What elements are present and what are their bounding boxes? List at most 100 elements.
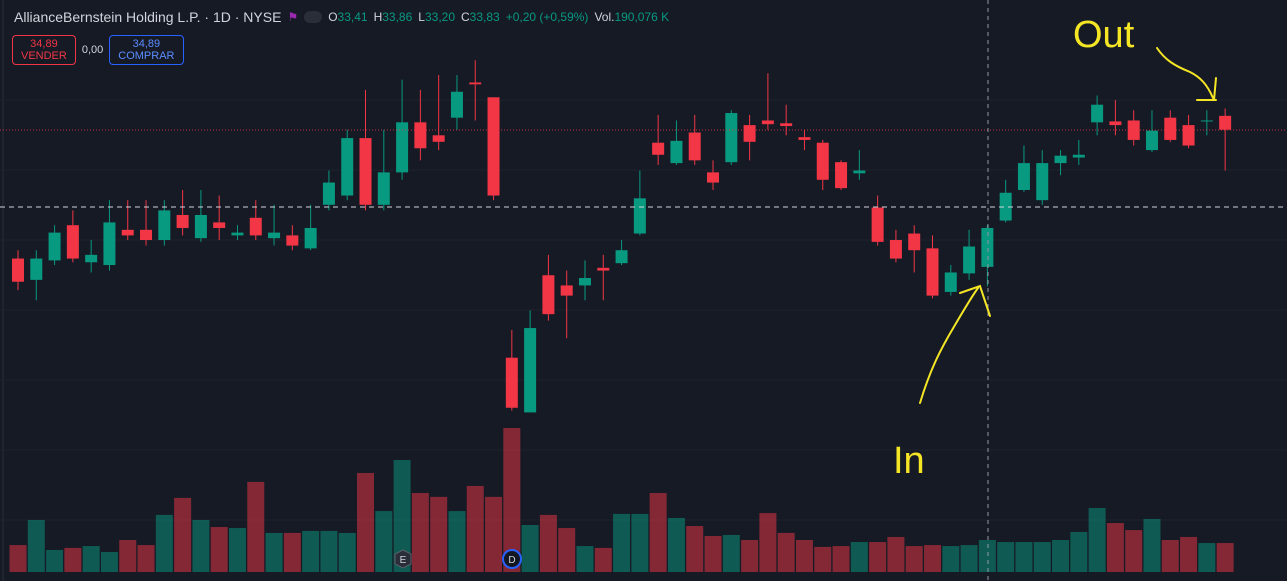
- volume-bar: [741, 540, 759, 572]
- volume-bar: [759, 513, 777, 572]
- candle-body: [396, 122, 409, 173]
- volume-value: 190,076 K: [614, 10, 670, 24]
- volume-bar: [521, 525, 539, 572]
- candle-body: [450, 91, 463, 118]
- volume-bar: [375, 511, 393, 572]
- candle-body: [853, 170, 866, 174]
- volume-bar: [192, 519, 210, 572]
- volume-bar: [1180, 536, 1198, 572]
- volume-bar: [302, 530, 320, 572]
- buy-button[interactable]: 34,89 COMPRAR: [109, 35, 184, 65]
- candle-body: [85, 254, 98, 263]
- candle-body: [1127, 120, 1140, 140]
- flag-icon[interactable]: ⚑: [287, 10, 299, 24]
- volume-bar: [795, 540, 813, 572]
- candle-body: [469, 82, 482, 85]
- candle-body: [322, 182, 335, 205]
- candle-body: [652, 142, 665, 155]
- candle-body: [761, 120, 774, 125]
- ohlc-value: 33,86: [382, 10, 413, 24]
- candle-body: [560, 285, 573, 296]
- sell-button[interactable]: 34,89 VENDER: [12, 35, 76, 65]
- toggle[interactable]: [304, 11, 323, 23]
- candle-body: [1091, 104, 1104, 123]
- candle-body: [1219, 115, 1232, 130]
- volume-bar: [503, 428, 521, 572]
- volume-bar: [265, 532, 283, 572]
- events: E D: [394, 549, 522, 569]
- event-d: D: [508, 555, 515, 566]
- volume-bar: [155, 514, 173, 572]
- volume-bar: [9, 545, 27, 572]
- in-arrow-head: [959, 284, 991, 317]
- annotation-out: Out: [1073, 14, 1135, 56]
- ohlc-key: O: [328, 10, 338, 24]
- candle-body: [1109, 121, 1122, 126]
- ohlc-value: 33,83: [469, 10, 500, 24]
- candle-body: [1036, 163, 1049, 201]
- buy-price: 34,89: [132, 38, 161, 50]
- candle-body: [12, 258, 24, 282]
- candle-body: [835, 162, 848, 189]
- candle-body: [268, 232, 281, 239]
- candle-body: [1182, 125, 1195, 146]
- candle-body: [633, 198, 646, 234]
- candle-body: [871, 207, 884, 242]
- ohlc-key: L: [418, 10, 425, 24]
- candle-body: [176, 215, 189, 228]
- volume-bar: [649, 493, 667, 572]
- volume-bar: [887, 536, 905, 572]
- drawings: [919, 47, 1217, 404]
- volume-bar: [228, 528, 246, 572]
- volume-bar: [924, 545, 941, 572]
- candle-body: [981, 227, 994, 267]
- volume-bar: [137, 545, 155, 572]
- ohlc-key: H: [373, 10, 383, 24]
- candle-body: [341, 138, 354, 196]
- volume-bar: [850, 542, 868, 572]
- candle-body: [816, 142, 829, 180]
- volume-bar: [247, 481, 265, 572]
- legend-header: AllianceBernstein Holding L.P. · 1D · NY…: [14, 9, 669, 25]
- volume-bar: [27, 519, 45, 572]
- volume-bar: [558, 528, 576, 572]
- volume-bar: [430, 496, 448, 572]
- candle-body: [194, 215, 207, 239]
- volume-bar: [722, 534, 740, 572]
- symbol[interactable]: AllianceBernstein Holding L.P. · 1D · NY…: [14, 9, 282, 25]
- candle-body: [615, 250, 628, 264]
- event-e: E: [400, 555, 407, 566]
- buy-label: COMPRAR: [118, 50, 175, 62]
- candle-body: [798, 137, 811, 140]
- candle-body: [1145, 130, 1158, 151]
- event-e-marker[interactable]: [394, 549, 412, 569]
- volume-layer: [9, 428, 1234, 572]
- volume-bar: [357, 472, 375, 572]
- volume-bar: [978, 539, 996, 572]
- ohlc-value: 33,41: [337, 10, 368, 24]
- candle-layer: [12, 60, 1232, 413]
- volume-bar: [777, 532, 795, 572]
- candle-body: [505, 357, 518, 408]
- candle-body: [1200, 120, 1213, 122]
- candle-body: [158, 210, 171, 241]
- candle-body: [688, 132, 701, 161]
- candle-body: [48, 232, 61, 261]
- candle-body: [30, 258, 43, 280]
- volume-bar: [100, 551, 118, 572]
- event-d-marker[interactable]: [502, 549, 522, 569]
- candle-body: [487, 97, 500, 196]
- volume-bar: [393, 460, 411, 572]
- volume-bar: [1198, 543, 1216, 572]
- candle-body: [359, 138, 372, 205]
- candle-body: [286, 235, 299, 246]
- trade-panel: 34,89 VENDER 0,00 34,89 COMPRAR: [12, 35, 184, 65]
- volume-bar: [1125, 530, 1143, 572]
- volume-bar: [869, 542, 887, 572]
- volume-bar: [466, 485, 484, 572]
- volume-bar: [210, 527, 228, 572]
- volume-bar: [283, 532, 301, 572]
- volume-bar: [832, 546, 850, 572]
- candle-body: [1054, 155, 1067, 164]
